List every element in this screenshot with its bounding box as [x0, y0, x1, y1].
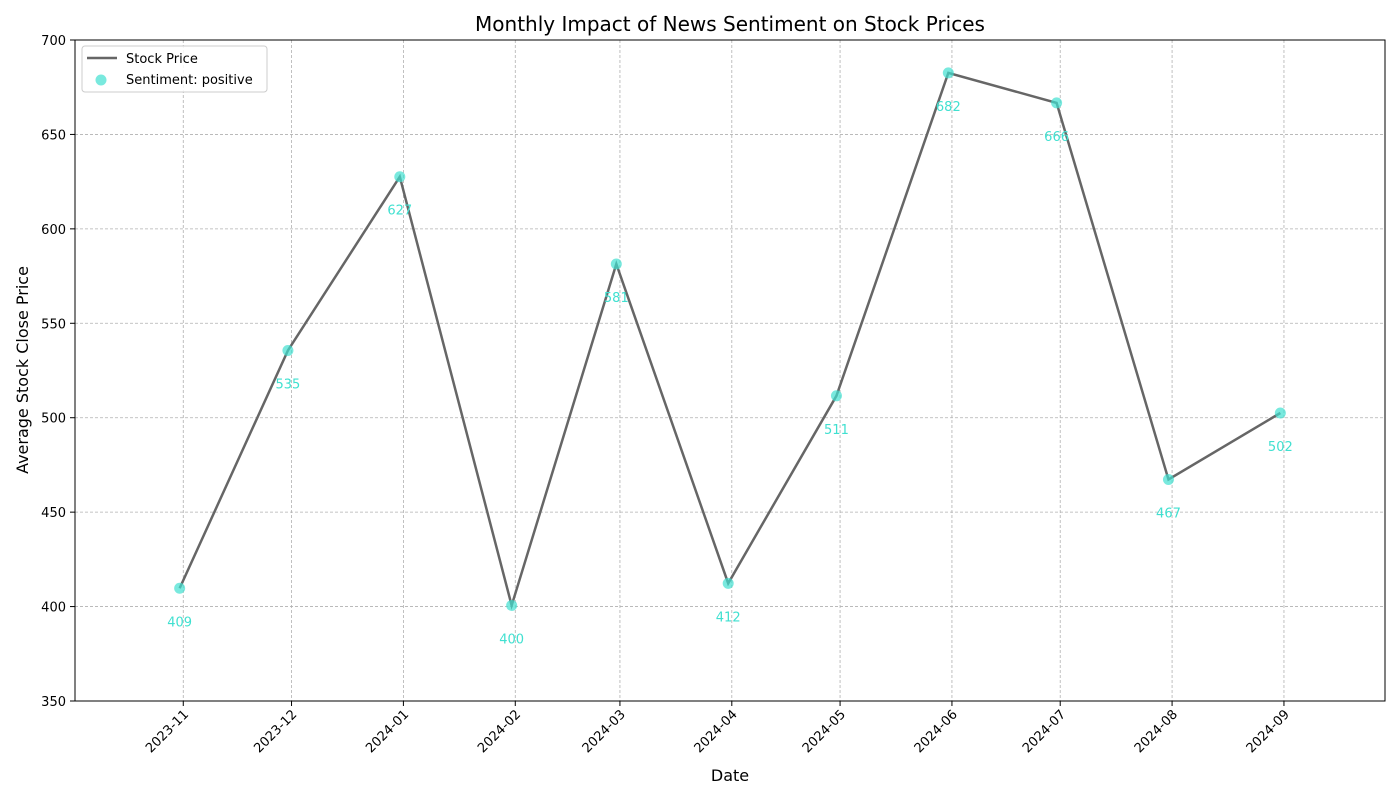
y-tick-label: 500 — [41, 412, 66, 427]
data-label: 581 — [604, 291, 629, 306]
y-tick-label: 550 — [41, 317, 66, 332]
series-layer: 409 535 627 400 581 412 511 682 666 467 502 — [167, 67, 1293, 647]
legend-marker-swatch — [95, 74, 107, 86]
sentiment-point — [394, 171, 406, 183]
x-tick-label: 2024-04 — [692, 707, 741, 756]
x-tick-label: 2024-02 — [475, 707, 524, 756]
sentiment-point — [610, 258, 622, 270]
sentiment-point — [1162, 473, 1174, 485]
sentiment-point — [1051, 97, 1063, 109]
x-axis-label: Date — [711, 766, 749, 785]
x-tick-label: 2024-09 — [1244, 707, 1293, 756]
x-tick-label: 2023-12 — [251, 707, 300, 756]
data-label: 627 — [387, 204, 412, 219]
plot-frame — [74, 39, 1386, 702]
legend-box — [81, 45, 268, 93]
sentiment-point — [722, 577, 734, 589]
x-tick-label: 2024-01 — [363, 707, 412, 756]
data-label: 400 — [499, 632, 524, 647]
sentiment-point — [506, 599, 518, 611]
sentiment-point — [174, 582, 186, 594]
y-tick-label: 400 — [41, 601, 66, 616]
y-axis-label: Average Stock Close Price — [13, 266, 32, 474]
data-label: 467 — [1156, 506, 1181, 521]
x-tick-label: 2024-03 — [580, 707, 629, 756]
data-label: 409 — [167, 615, 192, 630]
data-label: 502 — [1268, 440, 1293, 455]
y-tick-label: 350 — [41, 695, 66, 710]
y-tick-label: 450 — [41, 506, 66, 521]
axis-ticks: 2023-11 2023-12 2024-01 2024-02 2024-03 2024-… — [41, 34, 1293, 756]
sentiment-point — [830, 390, 842, 402]
legend-label-sentiment: Sentiment: positive — [126, 73, 253, 88]
x-tick-label: 2023-11 — [143, 707, 192, 756]
data-label: 682 — [936, 100, 961, 115]
grid-lines — [75, 39, 1385, 702]
y-tick-label: 600 — [41, 223, 66, 238]
data-label: 511 — [824, 423, 849, 438]
data-label: 666 — [1044, 130, 1069, 145]
x-tick-label: 2024-07 — [1020, 707, 1069, 756]
stock-price-line — [178, 71, 1281, 611]
legend-label-stock-price: Stock Price — [126, 52, 198, 67]
y-tick-label: 650 — [41, 128, 66, 143]
y-tick-label: 700 — [41, 34, 66, 49]
x-tick-label: 2024-05 — [800, 707, 849, 756]
legend: Stock Price Sentiment: positive — [81, 45, 268, 93]
sentiment-point — [942, 67, 954, 79]
x-tick-label: 2024-06 — [912, 707, 961, 756]
data-label: 535 — [276, 377, 301, 392]
x-tick-label: 2024-08 — [1132, 707, 1181, 756]
sentiment-point — [1274, 407, 1286, 419]
sentiment-point — [282, 344, 294, 356]
data-label: 412 — [716, 610, 741, 625]
chart-title: Monthly Impact of News Sentiment on Stoc… — [475, 12, 985, 36]
